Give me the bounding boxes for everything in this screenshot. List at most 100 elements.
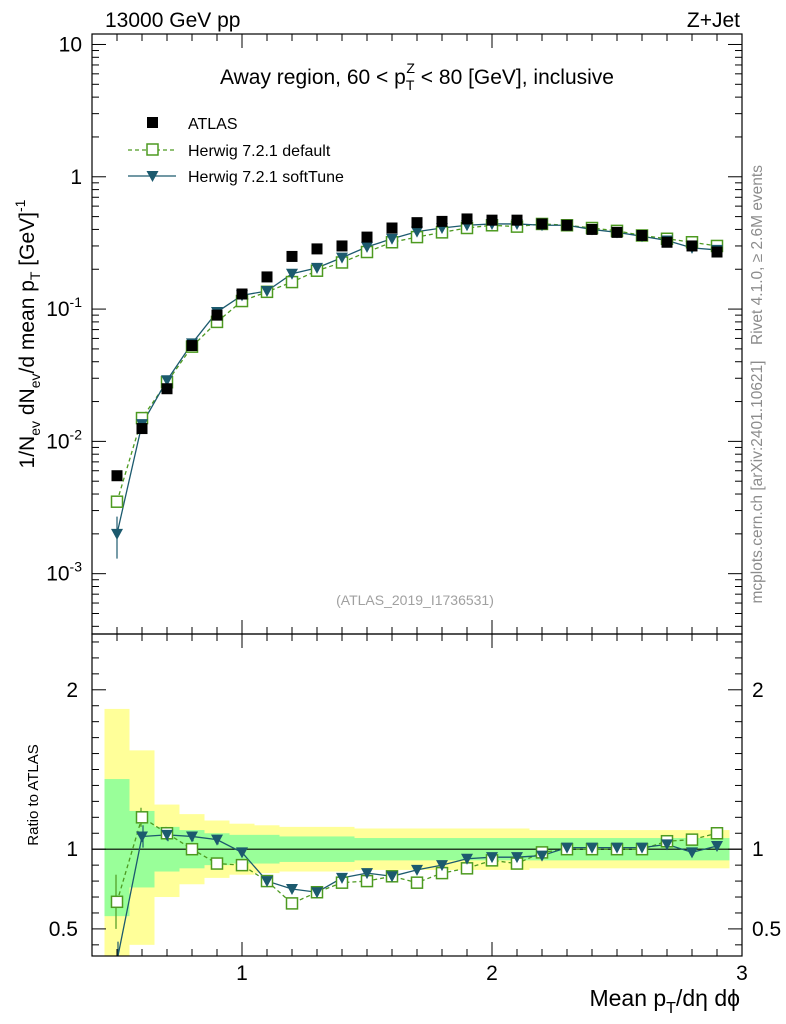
x-axis-label: Mean pT/dη dϕ bbox=[589, 985, 740, 1017]
legend-softtune-label: Herwig 7.2.1 softTune bbox=[188, 169, 344, 186]
ratio-softtune-point bbox=[461, 853, 473, 865]
ratio-panel bbox=[91, 633, 743, 957]
ratio-uncertainty-bands bbox=[104, 708, 730, 956]
x-tick-label: 3 bbox=[736, 962, 748, 985]
ratio-softtune-point bbox=[536, 850, 548, 862]
ratio-softtune-point bbox=[111, 955, 123, 956]
legend-softtune-marker bbox=[146, 171, 159, 182]
default-point bbox=[110, 495, 124, 508]
softtune-point bbox=[336, 252, 348, 264]
title-pre: Away region, 60 < p bbox=[220, 66, 406, 89]
ratio-softtune-point bbox=[161, 829, 173, 841]
atlas-point bbox=[186, 340, 198, 352]
ratio-softtune-point bbox=[136, 831, 148, 843]
ratio-softtune-point bbox=[636, 842, 648, 854]
ratio-softtune-point bbox=[511, 852, 523, 864]
ratio-softtune-point bbox=[336, 872, 348, 884]
atlas-point bbox=[161, 383, 173, 395]
softtune-point bbox=[311, 262, 323, 274]
title-sup: Z bbox=[406, 60, 415, 76]
default-line bbox=[116, 223, 718, 502]
main-y-tick-label: 10-3 bbox=[46, 559, 82, 586]
x-tick-label: 2 bbox=[486, 962, 498, 985]
main-y-tick-label: 10-2 bbox=[46, 426, 82, 453]
ratio-softtune-point bbox=[261, 876, 273, 888]
band-inner-bin bbox=[104, 779, 130, 917]
softtune-point bbox=[111, 528, 123, 540]
ratio-softtune-point bbox=[411, 864, 423, 876]
atlas-point bbox=[311, 243, 323, 255]
energy-label: 13000 GeV pp bbox=[105, 9, 240, 32]
ratio-y-tick-label-right: 2 bbox=[752, 679, 764, 702]
atlas-point bbox=[486, 214, 498, 226]
ratio-softtune-point bbox=[361, 868, 373, 880]
atlas-point bbox=[561, 219, 573, 231]
ratio-series-layer bbox=[110, 807, 724, 956]
ratio-softtune-point bbox=[386, 871, 398, 883]
ratio-default-point bbox=[210, 857, 224, 870]
atlas-point bbox=[711, 246, 723, 258]
legend: ATLAS Herwig 7.2.1 default Herwig 7.2.1 … bbox=[128, 116, 344, 186]
ratio-softtune-point bbox=[661, 839, 673, 851]
atlas-point bbox=[386, 222, 398, 234]
x-tick-label: 1 bbox=[236, 962, 248, 985]
ratio-y-tick-label-right: 1 bbox=[752, 838, 764, 861]
atlas-point bbox=[236, 288, 248, 300]
ratio-softtune-point bbox=[211, 834, 223, 846]
atlas-point bbox=[261, 271, 273, 283]
softtune-point bbox=[361, 241, 373, 253]
ratio-softtune-point bbox=[311, 887, 323, 899]
atlas-point bbox=[136, 423, 148, 435]
ratio-default-point bbox=[185, 842, 199, 856]
softtune-point bbox=[411, 226, 423, 238]
atlas-point bbox=[536, 218, 548, 230]
legend-atlas-marker bbox=[147, 117, 158, 128]
ratio-softtune-point bbox=[286, 884, 298, 896]
atlas-point bbox=[661, 236, 673, 248]
atlas-point bbox=[461, 213, 473, 225]
legend-default-marker bbox=[146, 143, 159, 156]
main-axis-ticks: 10-3 10-2 10-1 1 10 bbox=[46, 33, 743, 634]
ratio-softtune-point bbox=[186, 831, 198, 843]
ratio-default-point bbox=[710, 827, 724, 840]
ratio-default-point bbox=[685, 833, 699, 846]
title-sub: T bbox=[406, 77, 415, 93]
svg-text:Rivet 4.1.0, ≥ 2.6M events: Rivet 4.1.0, ≥ 2.6M events bbox=[749, 165, 766, 345]
atlas-point bbox=[361, 231, 373, 243]
ratio-default-point bbox=[110, 895, 124, 909]
ratio-default-point bbox=[235, 858, 249, 872]
ratio-axis-ticks: 1 2 30.5 0.51 12 2 bbox=[49, 634, 781, 985]
atlas-point bbox=[686, 240, 698, 252]
main-y-tick-label: 10 bbox=[59, 33, 82, 56]
atlas-point bbox=[411, 217, 423, 229]
ratio-softtune-point bbox=[236, 847, 248, 859]
ratio-y-tick-label: 0.5 bbox=[49, 918, 78, 941]
svg-text:Ratio to ATLAS: Ratio to ATLAS bbox=[25, 744, 42, 845]
softtune-point bbox=[286, 268, 298, 280]
ratio-softtune-point bbox=[486, 852, 498, 864]
atlas-point bbox=[511, 214, 523, 226]
softtune-line bbox=[116, 223, 718, 534]
main-y-tick-label: 10-1 bbox=[46, 294, 82, 321]
ratio-softtune-point bbox=[711, 841, 723, 853]
main-y-label: 1/Nev dNev/d mean pT [GeV]-1 bbox=[12, 199, 43, 468]
atlas-point bbox=[111, 470, 123, 482]
analysis-watermark: (ATLAS_2019_I1736531) bbox=[336, 592, 494, 608]
softtune-point bbox=[261, 285, 273, 297]
softtune-point bbox=[386, 233, 398, 245]
svg-text:mcplots.cern.ch [arXiv:2401.10: mcplots.cern.ch [arXiv:2401.10621] bbox=[749, 361, 766, 604]
ratio-y-tick-label: 1 bbox=[66, 838, 78, 861]
ratio-default-point bbox=[135, 811, 149, 824]
rivet-version-label: Rivet 4.1.0, ≥ 2.6M events bbox=[749, 165, 766, 345]
ratio-y-tick-label-right: 0.5 bbox=[752, 918, 781, 941]
ratio-softtune-point bbox=[586, 842, 598, 854]
ratio-softtune-point bbox=[611, 842, 623, 854]
main-title: Away region, 60 < pTZ < 80 [GeV], inclus… bbox=[220, 60, 614, 93]
ratio-y-label: Ratio to ATLAS bbox=[25, 744, 42, 845]
ratio-default-point bbox=[410, 876, 424, 889]
atlas-point bbox=[611, 226, 623, 238]
svg-text:1/Nev dNev/d mean pT [GeV]-1: 1/Nev dNev/d mean pT [GeV]-1 bbox=[12, 199, 43, 468]
atlas-point bbox=[636, 229, 648, 241]
atlas-point bbox=[336, 240, 348, 252]
